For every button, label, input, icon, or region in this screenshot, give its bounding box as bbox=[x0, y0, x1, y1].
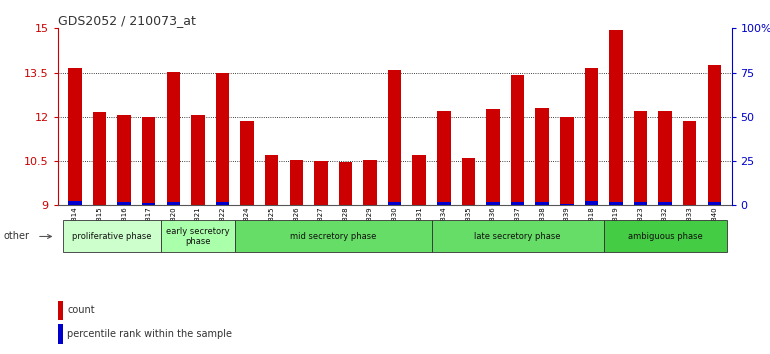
Bar bbox=[609, 202, 623, 205]
Text: GDS2052 / 210073_at: GDS2052 / 210073_at bbox=[58, 14, 196, 27]
Bar bbox=[584, 201, 598, 205]
Bar bbox=[216, 74, 229, 205]
Bar bbox=[708, 65, 721, 205]
Bar bbox=[240, 121, 254, 205]
Bar bbox=[634, 202, 648, 205]
Text: other: other bbox=[4, 232, 30, 241]
Bar bbox=[117, 115, 131, 205]
Bar bbox=[235, 220, 431, 252]
Bar bbox=[683, 121, 696, 205]
Text: mid secretory phase: mid secretory phase bbox=[290, 232, 377, 241]
Bar bbox=[658, 202, 672, 205]
Bar bbox=[535, 202, 549, 205]
Bar bbox=[117, 202, 131, 205]
Bar bbox=[363, 160, 377, 205]
Bar bbox=[560, 204, 574, 205]
Bar bbox=[560, 117, 574, 205]
Bar bbox=[161, 220, 235, 252]
Bar bbox=[658, 111, 672, 205]
Bar bbox=[142, 203, 156, 205]
Bar bbox=[69, 68, 82, 205]
Bar bbox=[431, 220, 604, 252]
Bar bbox=[314, 161, 327, 205]
Bar bbox=[62, 220, 161, 252]
Bar bbox=[708, 202, 721, 205]
Bar bbox=[486, 109, 500, 205]
Text: late secretory phase: late secretory phase bbox=[474, 232, 561, 241]
Bar bbox=[511, 75, 524, 205]
Bar bbox=[437, 111, 450, 205]
Text: ambiguous phase: ambiguous phase bbox=[628, 232, 702, 241]
Bar bbox=[93, 113, 106, 205]
Bar bbox=[339, 162, 352, 205]
Bar bbox=[69, 201, 82, 205]
Bar bbox=[634, 111, 648, 205]
Bar bbox=[413, 155, 426, 205]
Text: percentile rank within the sample: percentile rank within the sample bbox=[67, 329, 232, 339]
Bar bbox=[388, 70, 401, 205]
Text: early secretory
phase: early secretory phase bbox=[166, 227, 229, 246]
Bar bbox=[486, 202, 500, 205]
Bar bbox=[535, 108, 549, 205]
Bar bbox=[265, 155, 279, 205]
Bar bbox=[142, 117, 156, 205]
Bar bbox=[388, 202, 401, 205]
Bar bbox=[462, 158, 475, 205]
Bar bbox=[166, 202, 180, 205]
Text: proliferative phase: proliferative phase bbox=[72, 232, 152, 241]
Bar bbox=[609, 30, 623, 205]
Bar bbox=[584, 68, 598, 205]
Text: count: count bbox=[67, 306, 95, 315]
Bar bbox=[216, 202, 229, 205]
Bar bbox=[191, 115, 205, 205]
Bar bbox=[437, 202, 450, 205]
Bar bbox=[511, 202, 524, 205]
Bar bbox=[166, 72, 180, 205]
Bar bbox=[604, 220, 727, 252]
Bar bbox=[290, 160, 303, 205]
